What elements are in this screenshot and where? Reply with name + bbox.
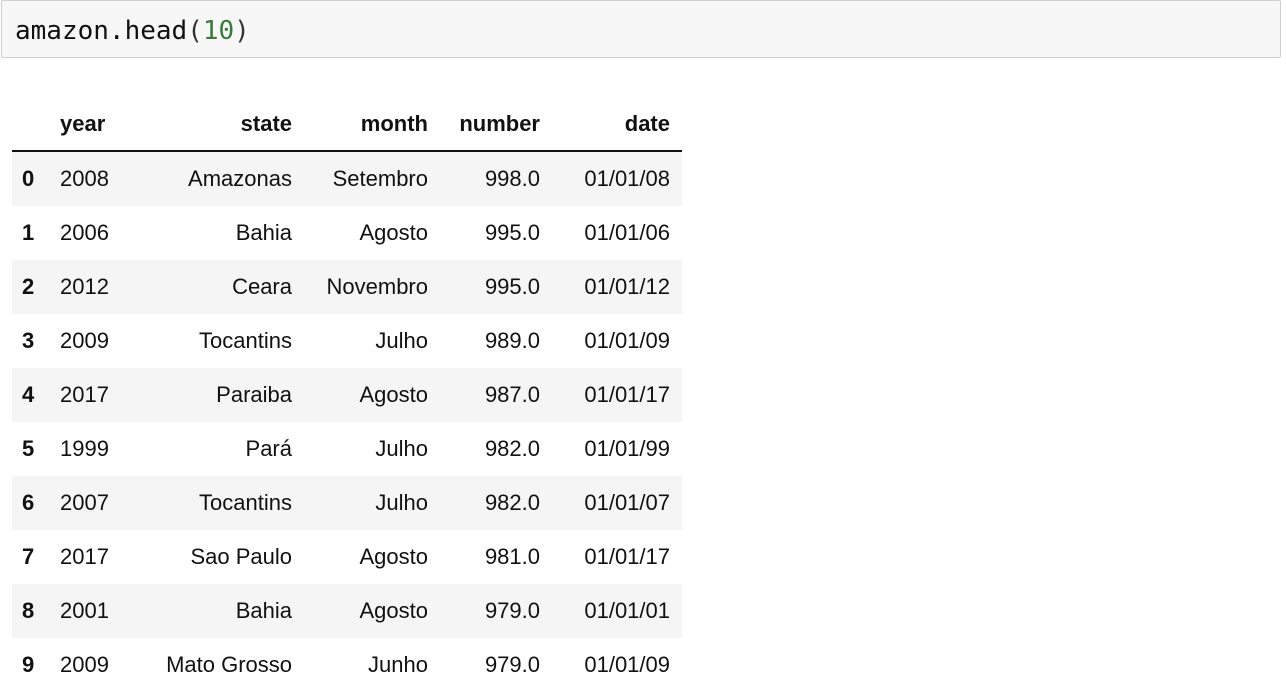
cell-state: Bahia: [126, 206, 292, 260]
cell-year: 2009: [60, 314, 126, 368]
row-index: 4: [12, 368, 60, 422]
cell-month: Agosto: [292, 206, 428, 260]
cell-number: 995.0: [428, 206, 540, 260]
cell-month: Julho: [292, 314, 428, 368]
cell-date: 01/01/06: [540, 206, 682, 260]
cell-month: Agosto: [292, 584, 428, 638]
code-object: amazon: [15, 16, 109, 46]
code-cell-input[interactable]: amazon.head(10): [1, 0, 1281, 58]
cell-state: Mato Grosso: [126, 638, 292, 692]
cell-year: 2009: [60, 638, 126, 692]
cell-year: 2012: [60, 260, 126, 314]
row-index: 6: [12, 476, 60, 530]
row-index: 8: [12, 584, 60, 638]
table-row: 2 2012 Ceara Novembro 995.0 01/01/12: [12, 260, 682, 314]
cell-date: 01/01/09: [540, 314, 682, 368]
column-header-number: number: [428, 98, 540, 151]
cell-date: 01/01/99: [540, 422, 682, 476]
cell-month: Agosto: [292, 530, 428, 584]
index-header: [12, 98, 60, 151]
cell-date: 01/01/17: [540, 368, 682, 422]
cell-number: 987.0: [428, 368, 540, 422]
cell-state: Sao Paulo: [126, 530, 292, 584]
dataframe-table: year state month number date 0 2008 Amazon…: [12, 98, 682, 692]
row-index: 1: [12, 206, 60, 260]
column-header-date: date: [540, 98, 682, 151]
cell-month: Julho: [292, 422, 428, 476]
table-header: year state month number date: [12, 98, 682, 151]
cell-year: 2006: [60, 206, 126, 260]
header-row: year state month number date: [12, 98, 682, 151]
code-close-paren: ): [234, 16, 250, 46]
cell-month: Agosto: [292, 368, 428, 422]
dataframe-output: year state month number date 0 2008 Amazon…: [12, 98, 682, 692]
cell-date: 01/01/12: [540, 260, 682, 314]
cell-date: 01/01/07: [540, 476, 682, 530]
table-row: 6 2007 Tocantins Julho 982.0 01/01/07: [12, 476, 682, 530]
cell-state: Tocantins: [126, 476, 292, 530]
row-index: 7: [12, 530, 60, 584]
cell-month: Novembro: [292, 260, 428, 314]
cell-year: 2001: [60, 584, 126, 638]
cell-month: Julho: [292, 476, 428, 530]
cell-number: 979.0: [428, 584, 540, 638]
cell-date: 01/01/01: [540, 584, 682, 638]
row-index: 3: [12, 314, 60, 368]
cell-date: 01/01/17: [540, 530, 682, 584]
cell-state: Ceara: [126, 260, 292, 314]
cell-year: 2007: [60, 476, 126, 530]
cell-number: 982.0: [428, 476, 540, 530]
cell-year: 2008: [60, 151, 126, 206]
table-row: 7 2017 Sao Paulo Agosto 981.0 01/01/17: [12, 530, 682, 584]
cell-date: 01/01/09: [540, 638, 682, 692]
table-row: 5 1999 Pará Julho 982.0 01/01/99: [12, 422, 682, 476]
row-index: 9: [12, 638, 60, 692]
cell-number: 979.0: [428, 638, 540, 692]
cell-year: 2017: [60, 530, 126, 584]
cell-state: Paraiba: [126, 368, 292, 422]
code-line[interactable]: amazon.head(10): [15, 14, 250, 48]
code-open-paren: (: [187, 16, 203, 46]
table-row: 0 2008 Amazonas Setembro 998.0 01/01/08: [12, 151, 682, 206]
cell-month: Junho: [292, 638, 428, 692]
cell-number: 981.0: [428, 530, 540, 584]
cell-number: 989.0: [428, 314, 540, 368]
column-header-state: state: [126, 98, 292, 151]
cell-year: 1999: [60, 422, 126, 476]
column-header-month: month: [292, 98, 428, 151]
table-row: 8 2001 Bahia Agosto 979.0 01/01/01: [12, 584, 682, 638]
table-row: 3 2009 Tocantins Julho 989.0 01/01/09: [12, 314, 682, 368]
table-body: 0 2008 Amazonas Setembro 998.0 01/01/08 1 2006 B…: [12, 151, 682, 692]
table-row: 4 2017 Paraiba Agosto 987.0 01/01/17: [12, 368, 682, 422]
cell-number: 998.0: [428, 151, 540, 206]
cell-state: Tocantins: [126, 314, 292, 368]
cell-number: 982.0: [428, 422, 540, 476]
row-index: 2: [12, 260, 60, 314]
cell-state: Pará: [126, 422, 292, 476]
table-row: 1 2006 Bahia Agosto 995.0 01/01/06: [12, 206, 682, 260]
cell-number: 995.0: [428, 260, 540, 314]
cell-month: Setembro: [292, 151, 428, 206]
row-index: 0: [12, 151, 60, 206]
code-argument: 10: [203, 16, 234, 46]
cell-state: Bahia: [126, 584, 292, 638]
cell-state: Amazonas: [126, 151, 292, 206]
row-index: 5: [12, 422, 60, 476]
cell-year: 2017: [60, 368, 126, 422]
code-method: .head: [109, 16, 187, 46]
table-row: 9 2009 Mato Grosso Junho 979.0 01/01/09: [12, 638, 682, 692]
column-header-year: year: [60, 98, 126, 151]
cell-date: 01/01/08: [540, 151, 682, 206]
